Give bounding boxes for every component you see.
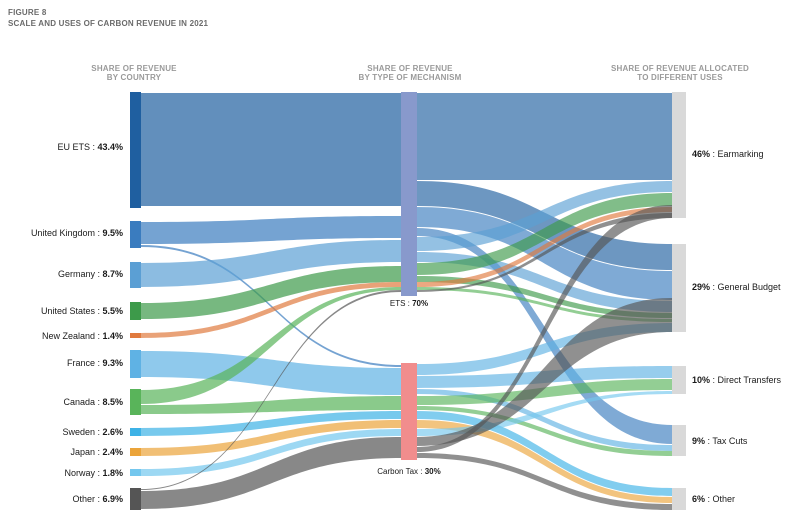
country-label-canada: Canada : 8.5% bbox=[63, 397, 123, 407]
mechanism-label-carbon-tax: Carbon Tax : 30% bbox=[377, 467, 440, 476]
country-label-france: France : 9.3% bbox=[67, 358, 123, 368]
flow-mechanism-to-use-4 bbox=[417, 181, 672, 251]
country-bar-norway bbox=[130, 469, 141, 476]
flow-mechanism-to-use-16 bbox=[417, 411, 672, 496]
country-bar-sweden bbox=[130, 428, 141, 436]
country-label-eu-ets: EU ETS : 43.4% bbox=[57, 142, 123, 152]
column-header-country-line1: SHARE OF REVENUE bbox=[91, 64, 177, 73]
use-label-tax-cuts: 9% : Tax Cuts bbox=[692, 436, 748, 446]
flow-united-kingdom-to-ets-1 bbox=[141, 216, 401, 244]
flow-sweden-to-carbon-tax-9 bbox=[141, 411, 401, 436]
use-bar-earmarking bbox=[672, 92, 686, 218]
flows-group bbox=[141, 93, 672, 510]
country-bar-new-zealand bbox=[130, 333, 141, 338]
flow-mechanism-to-use-20 bbox=[417, 205, 672, 452]
flow-france-to-carbon-tax-6 bbox=[141, 351, 401, 395]
flow-eu-ets-to-ets-0 bbox=[141, 93, 401, 206]
flow-mechanism-to-use-21 bbox=[417, 453, 672, 510]
flow-mechanism-to-use-8 bbox=[417, 207, 672, 287]
use-bar-other bbox=[672, 488, 686, 510]
flow-mechanism-to-use-18 bbox=[417, 391, 672, 436]
flow-mechanism-to-use-17 bbox=[417, 420, 672, 503]
flow-mechanism-to-use-1 bbox=[417, 181, 672, 270]
labels-group: EU ETS : 43.4% United Kingdom : 9.5% Germa… bbox=[31, 142, 782, 504]
flow-mechanism-to-use-6 bbox=[417, 193, 672, 275]
flow-other-to-carbon-tax-13 bbox=[141, 437, 401, 509]
flow-mechanism-to-use-13 bbox=[417, 389, 672, 451]
column-header-uses-line1: SHARE OF REVENUE ALLOCATED bbox=[611, 64, 749, 73]
flow-mechanism-to-use-7 bbox=[417, 276, 672, 318]
country-bar-canada bbox=[130, 389, 141, 415]
nodes-group bbox=[130, 92, 686, 510]
flow-canada-to-carbon-tax-8 bbox=[141, 396, 401, 414]
country-bar-france bbox=[130, 350, 141, 378]
flow-canada-to-ets-7 bbox=[141, 287, 401, 404]
mechanism-bar-carbon-tax bbox=[401, 363, 417, 460]
column-header-mechanism-line2: BY TYPE OF MECHANISM bbox=[359, 73, 462, 82]
use-label-earmarking: 46% : Earmarking bbox=[692, 149, 764, 159]
use-bar-tax-cuts bbox=[672, 425, 686, 456]
flow-japan-to-carbon-tax-10 bbox=[141, 420, 401, 456]
country-label-other: Other : 6.9% bbox=[72, 494, 123, 504]
country-label-germany: Germany : 8.7% bbox=[58, 269, 123, 279]
flow-germany-to-ets-3 bbox=[141, 240, 401, 287]
mechanism-label-ets: ETS : 70% bbox=[390, 299, 428, 308]
country-bar-united-kingdom bbox=[130, 221, 141, 248]
flow-mechanism-to-use-10 bbox=[417, 213, 672, 292]
flow-united-states-to-ets-4 bbox=[141, 266, 401, 319]
flow-mechanism-to-use-9 bbox=[417, 287, 672, 322]
use-bar-direct-transfers bbox=[672, 366, 686, 394]
flow-mechanism-to-use-19 bbox=[417, 298, 672, 446]
flow-other-to-ets-12 bbox=[141, 290, 401, 490]
use-label-general-budget: 29% : General Budget bbox=[692, 282, 781, 292]
figure-title: SCALE AND USES OF CARBON REVENUE IN 2021 bbox=[8, 19, 209, 28]
flow-mechanism-to-use-3 bbox=[417, 228, 672, 444]
country-bar-germany bbox=[130, 262, 141, 288]
flow-norway-to-carbon-tax-11 bbox=[141, 429, 401, 476]
country-label-united-kingdom: United Kingdom : 9.5% bbox=[31, 228, 123, 238]
country-bar-united-states bbox=[130, 302, 141, 320]
use-label-direct-transfers: 10% : Direct Transfers bbox=[692, 375, 782, 385]
use-bar-general-budget bbox=[672, 244, 686, 332]
figure-number: FIGURE 8 bbox=[8, 8, 47, 17]
use-label-other: 6% : Other bbox=[692, 494, 735, 504]
flow-mechanism-to-use-15 bbox=[417, 406, 672, 456]
flow-new-zealand-to-ets-5 bbox=[141, 282, 401, 338]
country-bar-other bbox=[130, 488, 141, 510]
column-header-mechanism-line1: SHARE OF REVENUE bbox=[367, 64, 453, 73]
country-bar-japan bbox=[130, 448, 141, 456]
flow-united-kingdom-to-carbon-tax-2 bbox=[141, 245, 401, 367]
country-label-united-states: United States : 5.5% bbox=[41, 306, 123, 316]
country-label-new-zealand: New Zealand : 1.4% bbox=[42, 331, 123, 341]
mechanism-bar-ets bbox=[401, 92, 417, 296]
column-header-country-line2: BY COUNTRY bbox=[107, 73, 162, 82]
country-label-sweden: Sweden : 2.6% bbox=[62, 427, 123, 437]
flow-mechanism-to-use-14 bbox=[417, 379, 672, 405]
country-bar-eu-ets bbox=[130, 92, 141, 208]
column-header-uses-line2: TO DIFFERENT USES bbox=[637, 73, 723, 82]
country-label-norway: Norway : 1.8% bbox=[64, 468, 123, 478]
flow-mechanism-to-use-0 bbox=[417, 93, 672, 180]
country-label-japan: Japan : 2.4% bbox=[70, 447, 123, 457]
